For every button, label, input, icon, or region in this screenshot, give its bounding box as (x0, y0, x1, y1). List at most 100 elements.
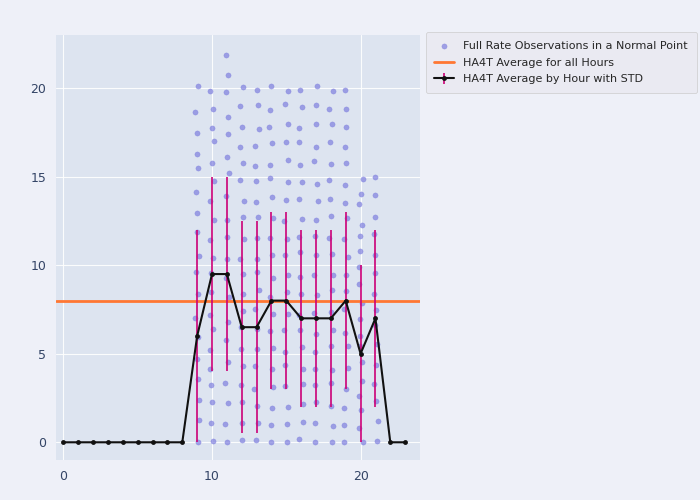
Full Rate Observations in a Normal Point (192, 128, 203, 136)
Full Rate Observations in a Normal Point (280, 252, 291, 260)
Full Rate Observations in a Normal Point (280, 382, 291, 390)
Full Rate Observations in a Normal Point (237, 398, 248, 406)
Full Rate Observations in a Normal Point (354, 315, 365, 323)
Full Rate Observations in a Normal Point (279, 361, 290, 369)
Full Rate Observations in a Normal Point (209, 136, 220, 144)
Full Rate Observations in a Normal Point (342, 342, 354, 350)
Full Rate Observations in a Normal Point (282, 272, 293, 280)
Full Rate Observations in a Normal Point (294, 435, 305, 443)
Full Rate Observations in a Normal Point (310, 419, 321, 427)
Full Rate Observations in a Normal Point (311, 101, 322, 109)
Full Rate Observations in a Normal Point (327, 250, 338, 258)
Full Rate Observations in a Normal Point (237, 436, 248, 444)
Full Rate Observations in a Normal Point (204, 346, 216, 354)
Full Rate Observations in a Normal Point (325, 160, 336, 168)
Full Rate Observations in a Normal Point (190, 108, 201, 116)
Full Rate Observations in a Normal Point (356, 221, 368, 229)
Full Rate Observations in a Normal Point (207, 105, 218, 113)
Full Rate Observations in a Normal Point (354, 280, 365, 288)
Full Rate Observations in a Normal Point (339, 143, 350, 151)
Full Rate Observations in a Normal Point (222, 216, 233, 224)
Full Rate Observations in a Normal Point (204, 197, 216, 205)
Full Rate Observations in a Normal Point (294, 162, 305, 170)
Full Rate Observations in a Normal Point (312, 197, 323, 205)
Full Rate Observations in a Normal Point (281, 420, 293, 428)
Full Rate Observations in a Normal Point (237, 419, 248, 427)
Full Rate Observations in a Normal Point (295, 86, 306, 94)
Full Rate Observations in a Normal Point (370, 174, 381, 182)
Full Rate Observations in a Normal Point (323, 234, 335, 242)
Full Rate Observations in a Normal Point (265, 160, 276, 168)
Full Rate Observations in a Normal Point (342, 364, 354, 372)
Full Rate Observations in a Normal Point (325, 342, 336, 350)
Full Rate Observations in a Normal Point (293, 234, 304, 241)
Full Rate Observations in a Normal Point (327, 120, 338, 128)
Full Rate Observations in a Normal Point (191, 209, 202, 217)
Full Rate Observations in a Normal Point (237, 214, 248, 222)
Full Rate Observations in a Normal Point (223, 318, 234, 326)
Full Rate Observations in a Normal Point (309, 348, 320, 356)
Full Rate Observations in a Normal Point (294, 312, 305, 320)
Full Rate Observations in a Normal Point (236, 381, 247, 389)
Full Rate Observations in a Normal Point (309, 438, 321, 446)
Full Rate Observations in a Normal Point (372, 438, 383, 446)
Full Rate Observations in a Normal Point (295, 290, 307, 298)
Full Rate Observations in a Normal Point (267, 310, 279, 318)
Full Rate Observations in a Normal Point (265, 292, 276, 300)
Full Rate Observations in a Normal Point (340, 271, 351, 279)
Full Rate Observations in a Normal Point (220, 274, 231, 282)
Full Rate Observations in a Normal Point (209, 177, 220, 185)
Full Rate Observations in a Normal Point (298, 400, 309, 408)
Full Rate Observations in a Normal Point (235, 345, 246, 353)
Full Rate Observations in a Normal Point (370, 306, 382, 314)
Full Rate Observations in a Normal Point (369, 191, 380, 199)
Full Rate Observations in a Normal Point (265, 106, 276, 114)
Full Rate Observations in a Normal Point (328, 422, 339, 430)
Full Rate Observations in a Normal Point (267, 193, 278, 201)
Full Rate Observations in a Normal Point (234, 256, 246, 264)
Full Rate Observations in a Normal Point (251, 346, 262, 354)
Full Rate Observations in a Normal Point (266, 404, 277, 412)
Full Rate Observations in a Normal Point (193, 376, 204, 384)
Full Rate Observations in a Normal Point (236, 323, 247, 331)
Full Rate Observations in a Normal Point (310, 366, 321, 374)
Full Rate Observations in a Normal Point (312, 82, 323, 90)
Full Rate Observations in a Normal Point (282, 156, 293, 164)
Full Rate Observations in a Normal Point (327, 438, 338, 446)
Full Rate Observations in a Normal Point (205, 381, 216, 389)
Full Rate Observations in a Normal Point (250, 142, 261, 150)
Full Rate Observations in a Normal Point (223, 130, 234, 138)
Full Rate Observations in a Normal Point (369, 290, 380, 298)
Full Rate Observations in a Normal Point (253, 286, 264, 294)
Full Rate Observations in a Normal Point (357, 176, 368, 184)
Full Rate Observations in a Normal Point (234, 142, 246, 150)
Full Rate Observations in a Normal Point (252, 213, 263, 221)
Full Rate Observations in a Normal Point (283, 87, 294, 95)
Full Rate Observations in a Normal Point (341, 286, 352, 294)
Full Rate Observations in a Normal Point (297, 178, 308, 186)
Full Rate Observations in a Normal Point (298, 380, 309, 388)
Full Rate Observations in a Normal Point (355, 248, 366, 256)
Full Rate Observations in a Normal Point (190, 188, 202, 196)
Full Rate Observations in a Normal Point (339, 438, 350, 446)
Full Rate Observations in a Normal Point (234, 176, 246, 184)
Full Rate Observations in a Normal Point (370, 269, 381, 277)
Full Rate Observations in a Normal Point (265, 328, 276, 336)
Full Rate Observations in a Normal Point (193, 333, 204, 341)
Full Rate Observations in a Normal Point (192, 228, 203, 236)
Full Rate Observations in a Normal Point (249, 362, 260, 370)
Full Rate Observations in a Normal Point (372, 340, 383, 348)
Full Rate Observations in a Normal Point (283, 178, 294, 186)
Full Rate Observations in a Normal Point (327, 366, 338, 374)
Full Rate Observations in a Normal Point (190, 268, 201, 276)
Full Rate Observations in a Normal Point (326, 308, 337, 316)
Full Rate Observations in a Normal Point (354, 424, 365, 432)
Full Rate Observations in a Normal Point (206, 270, 217, 278)
Full Rate Observations in a Normal Point (297, 342, 308, 350)
Full Rate Observations in a Normal Point (310, 143, 321, 151)
Full Rate Observations in a Normal Point (370, 251, 381, 259)
Full Rate Observations in a Normal Point (207, 438, 218, 446)
Full Rate Observations in a Normal Point (369, 230, 380, 238)
Full Rate Observations in a Normal Point (281, 196, 292, 204)
Full Rate Observations in a Normal Point (338, 404, 349, 412)
